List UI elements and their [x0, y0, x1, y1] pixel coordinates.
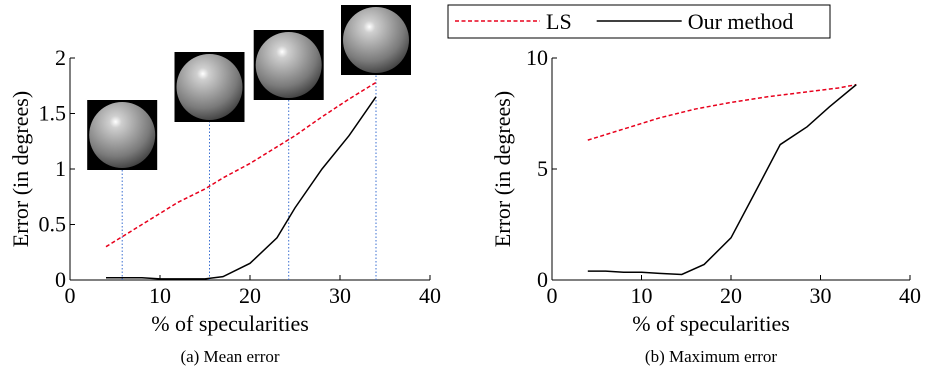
sphere — [255, 32, 322, 98]
legend: LS Our method — [447, 4, 831, 39]
x-tick-label: 20 — [720, 283, 742, 308]
y-tick-label: 0.5 — [39, 212, 67, 237]
y-tick-label: 1.5 — [39, 101, 67, 126]
x-tick-label: 10 — [631, 283, 653, 308]
x-tick-label: 30 — [329, 283, 351, 308]
x-axis-label: % of specularities — [151, 311, 309, 336]
x-tick-label: 0 — [547, 283, 558, 308]
legend-label: Our method — [688, 9, 794, 34]
legend-box — [447, 4, 831, 39]
sphere — [89, 102, 156, 168]
x-tick-label: 30 — [810, 283, 832, 308]
x-tick-label: 10 — [149, 283, 171, 308]
caption: (b) Maximum error — [645, 347, 778, 366]
y-tick-label: 5 — [537, 156, 548, 181]
sphere — [176, 54, 243, 120]
y-axis-label: Error (in degrees) — [8, 91, 33, 247]
y-tick-label: 0 — [55, 267, 66, 292]
x-tick-label: 40 — [899, 283, 921, 308]
y-tick-label: 2 — [55, 45, 66, 70]
sphere — [343, 7, 409, 73]
x-axis-label: % of specularities — [632, 311, 790, 336]
series-line — [587, 83, 857, 141]
series-line — [587, 84, 857, 276]
x-tick-label: 20 — [239, 283, 261, 308]
x-tick-label: 40 — [419, 283, 441, 308]
y-tick-label: 0 — [537, 267, 548, 292]
series-line — [106, 96, 377, 280]
legend-label: LS — [546, 9, 572, 34]
y-tick-label: 10 — [526, 45, 548, 70]
y-axis-label: Error (in degrees) — [490, 91, 515, 247]
x-tick-label: 0 — [65, 283, 76, 308]
series-line — [105, 81, 377, 248]
caption: (a) Mean error — [180, 347, 279, 366]
y-tick-label: 1 — [55, 156, 66, 181]
